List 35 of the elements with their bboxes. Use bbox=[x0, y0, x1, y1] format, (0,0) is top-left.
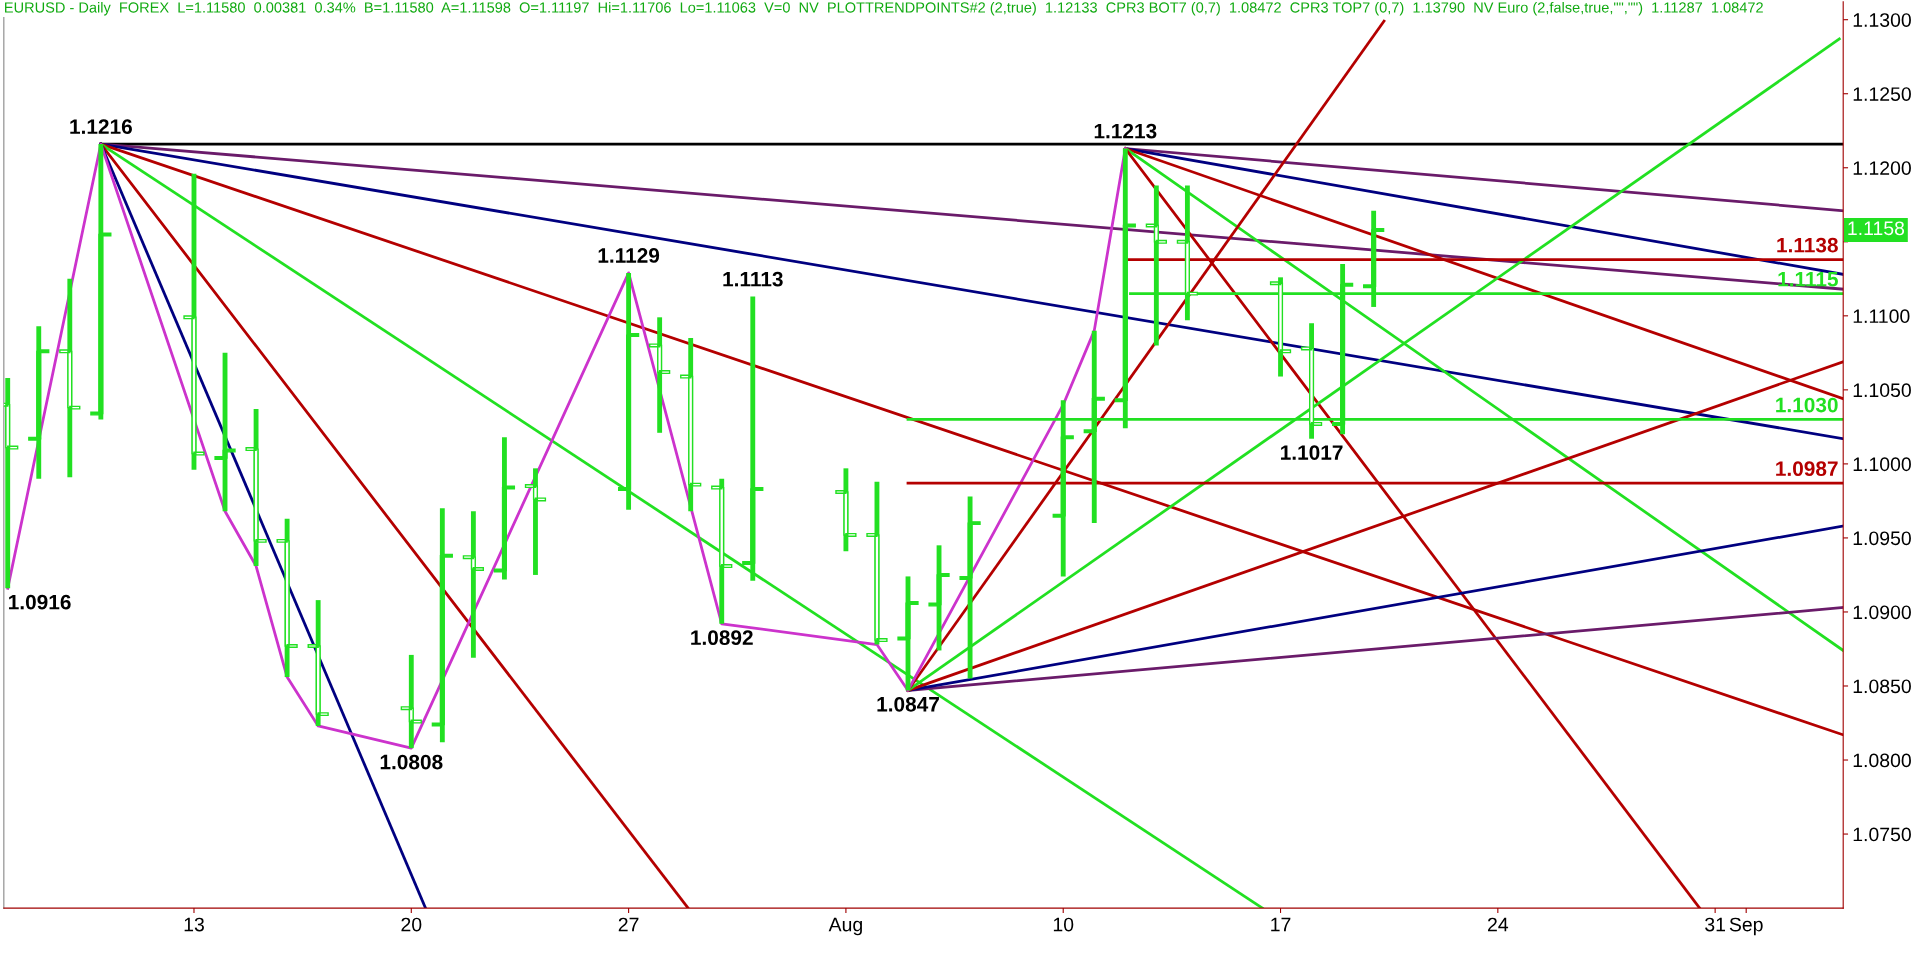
x-tick-label: 27 bbox=[618, 917, 639, 932]
annotation: 1.0916 bbox=[9, 594, 71, 610]
annotation: 1.1213 bbox=[1094, 123, 1157, 139]
y-tick-label: 1.0750 bbox=[1853, 827, 1911, 842]
annotation: 1.0808 bbox=[380, 754, 443, 770]
annotation: 1.1017 bbox=[1281, 445, 1343, 460]
y-tick-label: 1.0950 bbox=[1853, 531, 1911, 546]
annotation: 1.1030 bbox=[1776, 397, 1838, 413]
chart-title: EURUSD - Daily FOREX L=1.11580 0.00381 0.34% B=1.11580 A=1.11598 O=1.11197 Hi=1.11706 Lo=1.11063 V=0 NV PLOTTRENDPOINTS#2 (2,true) 1.12133 CPR3 BOT7 (0,7) 1.08472 CPR3 TOP7 (0,7) 1.13790 NV Euro (2,false,true,"","") 1.11287 1.08472 bbox=[5, 1, 1763, 16]
x-tick-label: 24 bbox=[1488, 917, 1509, 932]
x-tick-label: Sep bbox=[1729, 917, 1763, 936]
x-tick-label: Aug bbox=[828, 917, 862, 936]
annotation: 1.1115 bbox=[1778, 272, 1838, 287]
x-tick-label: 10 bbox=[1053, 917, 1074, 932]
y-tick-label: 1.0850 bbox=[1853, 679, 1911, 694]
y-tick-label: 1.1100 bbox=[1853, 309, 1910, 324]
text: 1.1158 bbox=[1848, 221, 1905, 236]
y-tick-label: 1.1050 bbox=[1853, 383, 1911, 398]
annotation: 1.1138 bbox=[1777, 237, 1838, 253]
annotation: 1.0987 bbox=[1776, 461, 1838, 477]
annotation: 1.0847 bbox=[877, 696, 939, 712]
y-tick-label: 1.1200 bbox=[1853, 161, 1911, 175]
x-tick-label: 17 bbox=[1271, 917, 1291, 932]
annotation: 1.1216 bbox=[70, 119, 132, 135]
annotation: 1.1129 bbox=[598, 248, 660, 263]
y-tick-label: 1.1250 bbox=[1853, 87, 1911, 101]
x-tick-label: 20 bbox=[401, 917, 422, 932]
x-tick-label: 31 bbox=[1705, 917, 1726, 932]
annotation: 1.1113 bbox=[723, 271, 783, 287]
y-tick-label: 1.1300 bbox=[1853, 13, 1911, 27]
y-tick-label: 1.0900 bbox=[1853, 605, 1911, 620]
y-tick-label: 1.0800 bbox=[1853, 753, 1911, 768]
annotation: 1.0892 bbox=[691, 630, 753, 646]
x-tick-label: 13 bbox=[184, 917, 204, 932]
y-tick-label: 1.1000 bbox=[1853, 457, 1911, 472]
